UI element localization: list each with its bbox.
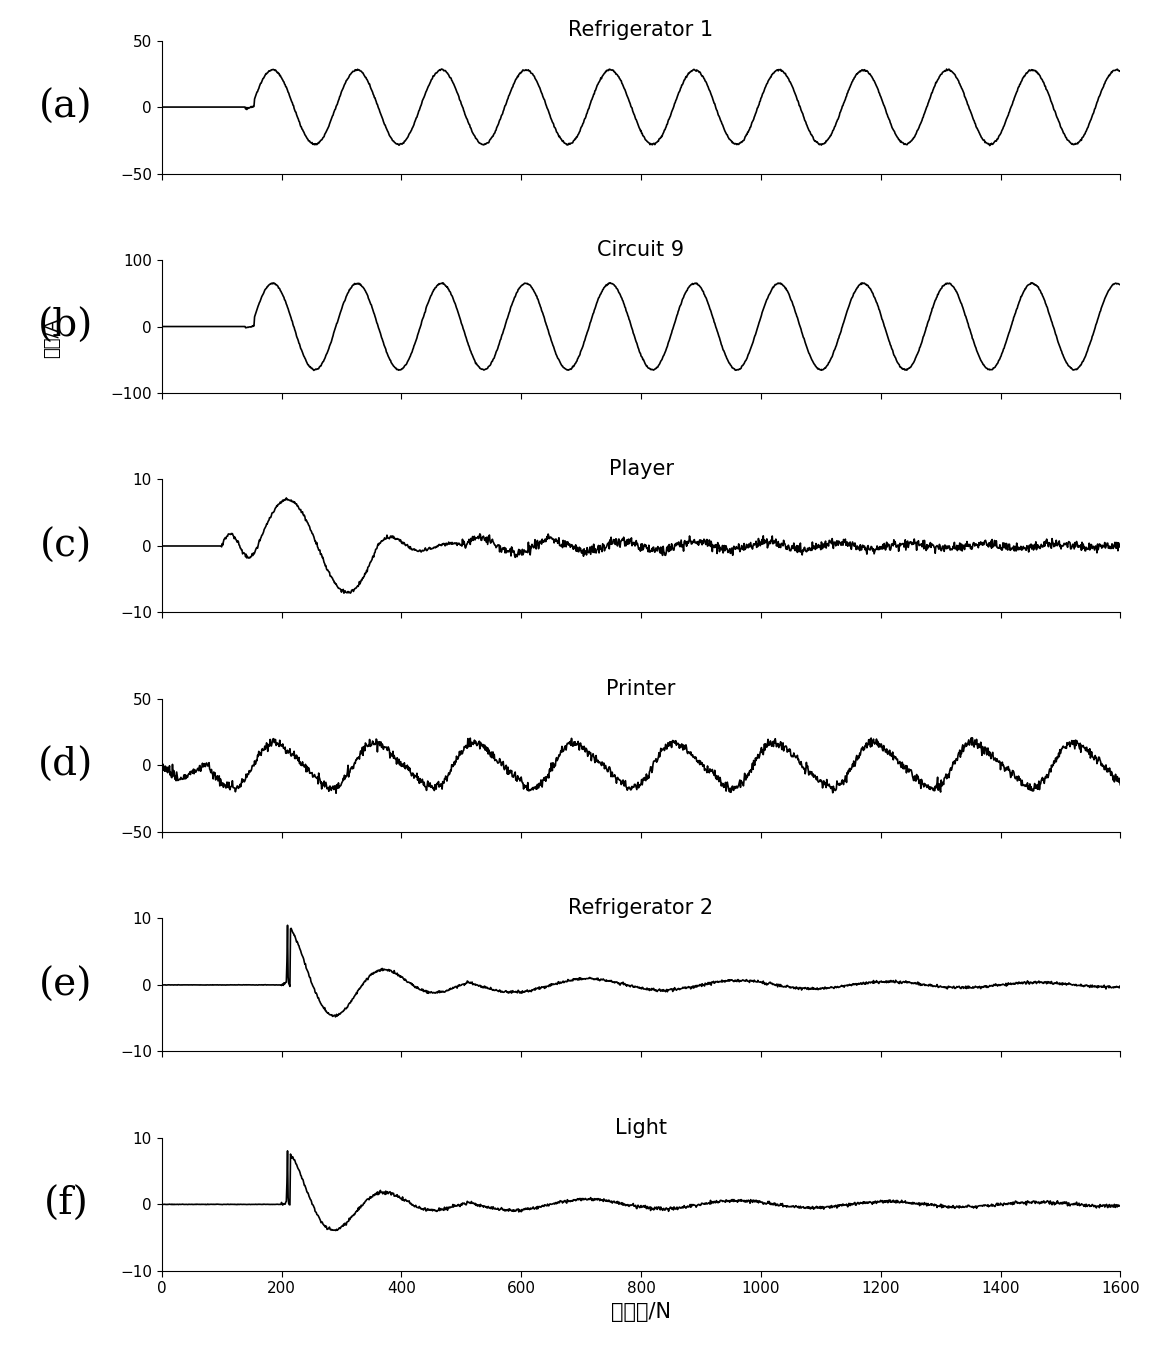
Title: Light: Light [614, 1118, 668, 1137]
Text: (b): (b) [38, 308, 94, 345]
Title: Refrigerator 2: Refrigerator 2 [568, 898, 714, 918]
Title: Player: Player [609, 460, 673, 480]
Title: Printer: Printer [606, 679, 676, 699]
Text: (d): (d) [38, 746, 94, 784]
Text: (f): (f) [44, 1186, 88, 1222]
Text: 电流/A: 电流/A [43, 318, 61, 358]
Text: (a): (a) [39, 89, 92, 126]
Title: Circuit 9: Circuit 9 [597, 239, 685, 260]
X-axis label: 采样点/N: 采样点/N [611, 1302, 671, 1322]
Text: (e): (e) [39, 967, 92, 1003]
Title: Refrigerator 1: Refrigerator 1 [568, 20, 714, 41]
Text: (c): (c) [39, 527, 92, 565]
